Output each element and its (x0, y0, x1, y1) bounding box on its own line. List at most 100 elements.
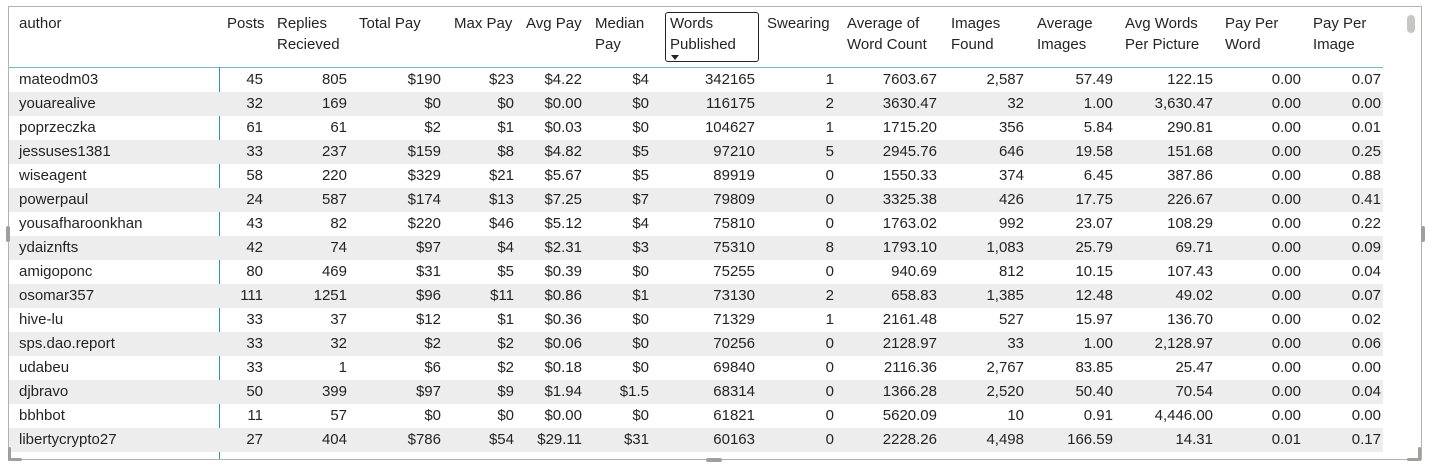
cell-total-pay: $6 (424, 359, 441, 376)
cell-avg-word-count: 1715.20 (882, 119, 937, 136)
cell-max-pay: $13 (488, 191, 514, 208)
cell-replies: 399 (321, 383, 347, 400)
cell-pay-image: 0.06 (1351, 335, 1381, 352)
table-row[interactable]: bbhbot 11 57 $0 $0 $0.00 $0 61821 0 5620.09 10 0.91… (9, 404, 1383, 428)
column-header-label: Average of Word Count (847, 15, 927, 53)
scrollbar-thumb[interactable] (1407, 15, 1415, 33)
table-row[interactable]: amigoponc 80 469 $31 $5 $0.39 $0 75255 0 940.69 81… (9, 260, 1383, 284)
cell-swearing: 0 (825, 431, 834, 448)
table-row[interactable]: powerpaul 24 587 $174 $13 $7.25 $7 79809 0 3325.3… (9, 188, 1383, 212)
column-header-replies[interactable]: Replies Recieved (277, 13, 340, 55)
cell-author: powerpaul (19, 191, 89, 208)
cell-replies: 32 (330, 335, 347, 352)
cell-max-pay: $5 (497, 263, 514, 280)
table-row[interactable]: libertycrypto27 27 404 $786 $54 $29.11 $31 6016… (9, 428, 1383, 452)
cell-total-pay: $12 (415, 311, 441, 328)
column-header-posts[interactable]: Posts (227, 13, 265, 34)
cell-images: 1,083 (986, 239, 1024, 256)
table-row[interactable]: udabeu 33 1 $6 $2 $0.18 $0 69840 0 2116.36 2,767 83… (9, 356, 1383, 380)
resize-handle-bottom-right[interactable] (1407, 458, 1421, 461)
column-header-total-pay[interactable]: Total Pay (359, 13, 421, 34)
table-row[interactable]: mateodm03 45 805 $190 $23 $4.22 $4 342165 1 7603.… (9, 68, 1383, 92)
cell-avg-pay: $0.36 (544, 311, 582, 328)
cell-max-pay: $1 (497, 311, 514, 328)
cell-total-pay: $329 (407, 167, 441, 184)
column-header-pay-image[interactable]: Pay Per Image (1313, 13, 1366, 55)
cell-images: 33 (1007, 335, 1024, 352)
table-row[interactable]: youarealive 32 169 $0 $0 $0.00 $0 116175 2 3630.4… (9, 92, 1383, 116)
resize-handle-right[interactable] (1421, 226, 1425, 242)
table-row[interactable]: poprzeczka 61 61 $2 $1 $0.03 $0 104627 1 1715.20 3… (9, 116, 1383, 140)
column-header-max-pay[interactable]: Max Pay (454, 13, 512, 34)
table-header: author Posts Replies Recieved Total Pay Max … (9, 7, 1383, 68)
sort-descending-icon[interactable] (671, 55, 679, 60)
cell-max-pay: $54 (488, 431, 514, 448)
resize-handle-bottom-left[interactable] (8, 458, 22, 461)
cell-swearing: 0 (825, 383, 834, 400)
cell-posts: 33 (246, 311, 263, 328)
cell-avg-pay: $0.03 (544, 119, 582, 136)
column-header-author[interactable]: author (19, 13, 62, 34)
cell-total-pay: $159 (407, 143, 441, 160)
cell-author: osomar357 (19, 287, 95, 304)
cell-median-pay: $1.5 (619, 383, 649, 400)
cell-author: udabeu (19, 359, 70, 376)
table-row[interactable]: osomar357 111 1251 $96 $11 $0.86 $1 73130 2 658.8… (9, 284, 1383, 308)
table-row[interactable]: hive-lu 33 37 $12 $1 $0.36 $0 71329 1 2161.48 527 1… (9, 308, 1383, 332)
cell-author: djbravo (19, 383, 69, 400)
cell-pay-word: 0.00 (1271, 383, 1301, 400)
cell-avg-words-pic: 4,446.00 (1154, 407, 1213, 424)
column-header-avg-word-count[interactable]: Average of Word Count (847, 13, 927, 55)
cell-avg-images: 83.85 (1075, 359, 1113, 376)
column-header-avg-words-pic[interactable]: Avg Words Per Picture (1125, 13, 1199, 55)
resize-handle-left[interactable] (6, 226, 10, 242)
column-header-avg-images[interactable]: Average Images (1037, 13, 1093, 55)
column-header-pay-word[interactable]: Pay Per Word (1225, 13, 1278, 55)
resize-handle-bottom-right-v[interactable] (1418, 447, 1421, 461)
cell-pay-word: 0.00 (1271, 191, 1301, 208)
column-header-avg-pay[interactable]: Avg Pay (526, 13, 582, 34)
cell-avg-pay: $7.25 (544, 191, 582, 208)
column-header-words[interactable]: Words Published (665, 12, 759, 62)
table-row[interactable]: wiseagent 58 220 $329 $21 $5.67 $5 89919 0 1550.3… (9, 164, 1383, 188)
cell-replies: 82 (330, 215, 347, 232)
cell-swearing: 2 (825, 95, 834, 112)
cell-avg-pay: $0.39 (544, 263, 582, 280)
cell-words: 75255 (713, 263, 755, 280)
cell-avg-words-pic: 136.70 (1167, 311, 1213, 328)
cell-posts: 33 (246, 335, 263, 352)
cell-posts: 61 (246, 119, 263, 136)
resize-handle-bottom[interactable] (706, 458, 722, 462)
cell-avg-images: 12.48 (1075, 287, 1113, 304)
cell-avg-words-pic: 3,630.47 (1154, 95, 1213, 112)
table-row[interactable]: djbravo 50 399 $97 $9 $1.94 $1.5 68314 0 1366.28 2… (9, 380, 1383, 404)
cell-words: 342165 (704, 71, 755, 88)
cell-avg-images: 57.49 (1075, 71, 1113, 88)
column-header-swearing[interactable]: Swearing (767, 13, 830, 34)
column-header-label: Images Found (951, 15, 1001, 53)
cell-pay-word: 0.00 (1271, 287, 1301, 304)
cell-median-pay: $1 (632, 287, 649, 304)
cell-avg-pay: $5.12 (544, 215, 582, 232)
cell-avg-words-pic: 2,128.97 (1154, 335, 1213, 352)
cell-total-pay: $0 (424, 95, 441, 112)
cell-images: 992 (998, 215, 1024, 232)
resize-handle-bottom-left-v[interactable] (8, 447, 11, 461)
cell-words: 75810 (713, 215, 755, 232)
table-row[interactable]: ydaiznfts 42 74 $97 $4 $2.31 $3 75310 8 1793.10 1,… (9, 236, 1383, 260)
table-row[interactable]: yousafharoonkhan 43 82 $220 $46 $5.12 $4 75810 0… (9, 212, 1383, 236)
column-header-median-pay[interactable]: Median Pay (595, 13, 644, 55)
cell-avg-words-pic: 151.68 (1167, 143, 1213, 160)
cell-pay-word: 0.00 (1271, 359, 1301, 376)
column-header-images[interactable]: Images Found (951, 13, 1000, 55)
table-row[interactable]: sps.dao.report 33 32 $2 $2 $0.06 $0 70256 0 2128.… (9, 332, 1383, 356)
cell-author: poprzeczka (19, 119, 96, 136)
cell-median-pay: $5 (632, 143, 649, 160)
cell-avg-pay: $5.67 (544, 167, 582, 184)
cell-avg-words-pic: 108.29 (1167, 215, 1213, 232)
cell-avg-pay: $0.06 (544, 335, 582, 352)
cell-total-pay: $220 (407, 215, 441, 232)
table-row[interactable]: jessuses1381 33 237 $159 $8 $4.82 $5 97210 5 2945… (9, 140, 1383, 164)
cell-replies: 1 (338, 359, 347, 376)
cell-words: 60163 (713, 431, 755, 448)
